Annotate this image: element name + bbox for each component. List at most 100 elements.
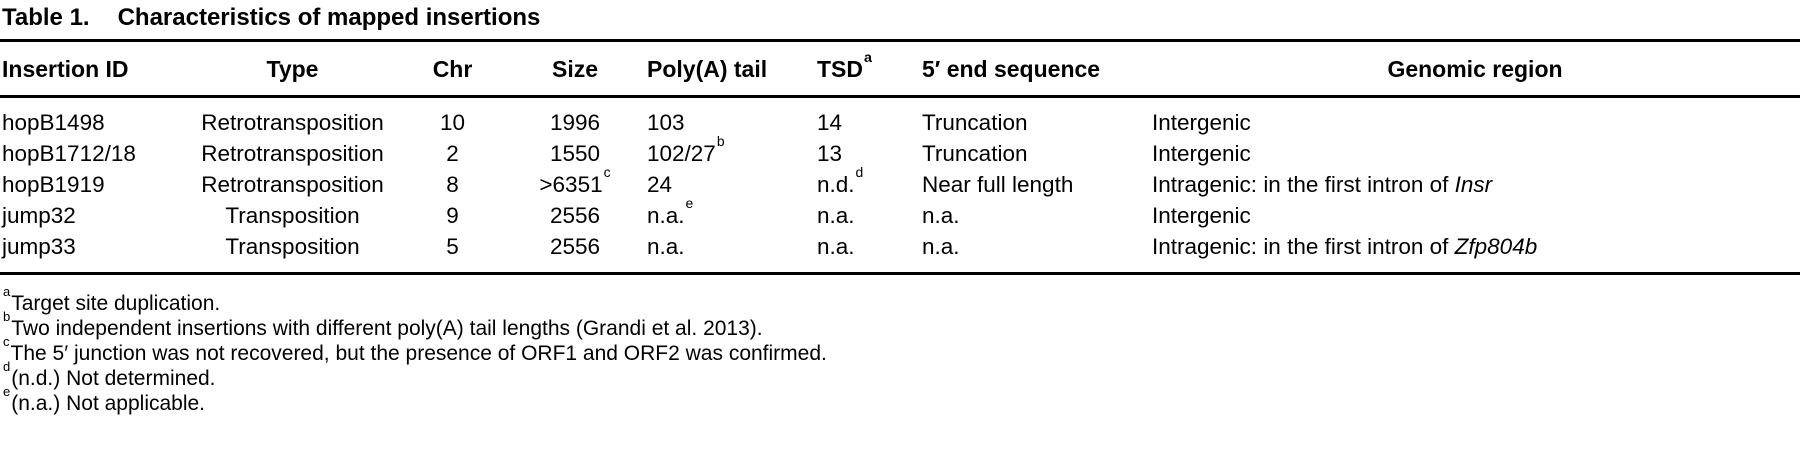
cell-text: Genomic region (1387, 56, 1563, 82)
table-cell: n.a. (920, 232, 1150, 274)
cell-text: 103 (647, 110, 685, 135)
footnote: aTarget site duplication. (2, 285, 1800, 316)
table-row: hopB1712/18 Retrotransposition 2 1550 102/27… (0, 134, 1800, 170)
cell-text: Insertion ID (2, 56, 129, 82)
table-label: Table 1. (2, 4, 90, 31)
column-header-5-end-sequence: 5′ end sequence (920, 40, 1150, 98)
footnote: bTwo independent insertions with differe… (2, 310, 1800, 341)
table-row: hopB1498 Retrotransposition 10 1996 103 14 Tru… (0, 97, 1800, 139)
cell-text: jump33 (2, 234, 76, 259)
table-cell: 13 (815, 139, 920, 170)
cell-text: n.a. (922, 203, 960, 228)
table-row: hopB1919 Retrotransposition 8 >6351c 24 n.d.d… (0, 165, 1800, 201)
footnote-marker: a (3, 284, 11, 300)
footnote: e(n.a.) Not applicable. (2, 385, 1800, 416)
cell-text: 8 (446, 172, 459, 197)
cell-text: jump32 (2, 203, 76, 228)
footnote-text: The 5′ junction was not recovered, but t… (10, 342, 827, 365)
cell-text: Intragenic: in the first intron of (1152, 172, 1455, 197)
table-title: Characteristics of mapped insertions (117, 4, 541, 31)
table-cell: Retrotransposition (185, 170, 400, 201)
footnote-text: Two independent insertions with differen… (11, 317, 763, 340)
header-row: Insertion ID Type Chr Size Poly(A) tail TSDa 5… (0, 40, 1800, 98)
table-cell: 2556 (505, 201, 645, 232)
table-row: jump32 Transposition 9 2556 n.a.e n.a. n.a. Int… (0, 196, 1800, 232)
column-header-insertion-id: Insertion ID (0, 40, 185, 98)
table-cell: Intergenic (1150, 97, 1800, 139)
cell-text: 5 (446, 234, 459, 259)
table-cell: n.d.d (815, 165, 920, 201)
cell-text: Near full length (922, 172, 1074, 197)
cell-text: Chr (432, 56, 473, 82)
table-cell: Transposition (185, 201, 400, 232)
cell-text: 5′ end sequence (922, 56, 1101, 82)
table-cell: hopB1498 (0, 97, 185, 139)
cell-text: Poly(A) tail (647, 56, 768, 82)
cell-text: Retrotransposition (201, 110, 384, 135)
table-cell: Intergenic (1150, 201, 1800, 232)
cell-text: n.a. (922, 234, 960, 259)
footnote-marker: b (3, 309, 11, 325)
table-cell: n.a.e (645, 196, 815, 232)
cell-text: n.a. (647, 203, 685, 228)
column-header-size: Size (505, 40, 645, 98)
table-cell: Truncation (920, 97, 1150, 139)
table-cell: n.a. (815, 232, 920, 274)
table-cell: Truncation (920, 139, 1150, 170)
table-header: Insertion ID Type Chr Size Poly(A) tail TSDa 5… (0, 40, 1800, 98)
table-cell: Transposition (185, 232, 400, 274)
table-cell: 14 (815, 97, 920, 139)
gene-name: Zfp804b (1454, 234, 1538, 259)
cell-text: Intergenic (1152, 110, 1251, 135)
table-cell: 102/27b (645, 134, 815, 170)
table-cell: Intergenic (1150, 139, 1800, 170)
cell-text: Transposition (225, 234, 360, 259)
table-row: jump33 Transposition 5 2556 n.a. n.a. n.a. Intr… (0, 232, 1800, 274)
footnote-marker: a (864, 49, 872, 66)
table-cell: n.a. (920, 201, 1150, 232)
cell-text: Retrotransposition (201, 141, 384, 166)
cell-text: 1550 (549, 141, 601, 166)
cell-text: Type (266, 56, 319, 82)
gene-name: Insr (1454, 172, 1493, 197)
footnote-marker: e (685, 195, 694, 212)
cell-text: 2 (446, 141, 459, 166)
table-cell: jump32 (0, 201, 185, 232)
cell-text: hopB1919 (2, 172, 105, 197)
cell-text: 14 (817, 110, 843, 135)
column-header-genomic-region: Genomic region (1150, 40, 1800, 98)
table-cell: Retrotransposition (185, 97, 400, 139)
cell-text: 13 (817, 141, 843, 166)
table-cell: hopB1919 (0, 170, 185, 201)
footnote-marker: c (3, 334, 10, 350)
insertions-table: Insertion ID Type Chr Size Poly(A) tail TSDa 5… (0, 39, 1800, 275)
table-cell: Intragenic: in the first intron of Zfp80… (1150, 232, 1800, 274)
cell-text: hopB1712/18 (2, 141, 136, 166)
table-cell: hopB1712/18 (0, 139, 185, 170)
cell-text: Truncation (922, 110, 1028, 135)
footnote: cThe 5′ junction was not recovered, but … (2, 335, 1800, 366)
cell-text: n.d. (817, 172, 855, 197)
footnote-marker: c (603, 164, 611, 181)
footnote-marker: d (3, 359, 11, 375)
cell-text: n.a. (817, 203, 855, 228)
cell-text: Size (551, 56, 599, 82)
table-cell: 2556 (505, 232, 645, 274)
cell-text: TSD (817, 56, 863, 82)
table-cell: 9 (400, 201, 505, 232)
cell-text: >6351 (539, 172, 603, 197)
cell-text: 9 (446, 203, 459, 228)
cell-text: 102/27 (647, 141, 716, 166)
footnote-marker: d (855, 164, 864, 181)
column-header-type: Type (185, 40, 400, 98)
footnote-text: Target site duplication. (11, 292, 221, 315)
table-cell: >6351c (505, 165, 645, 201)
cell-text: hopB1498 (2, 110, 105, 135)
table-cell: Intragenic: in the first intron of Insr (1150, 170, 1800, 201)
table-cell: 103 (645, 97, 815, 139)
table-cell: 2 (400, 139, 505, 170)
table-cell: 8 (400, 170, 505, 201)
paper-table-figure: Table 1. Characteristics of mapped insert… (0, 4, 1800, 416)
cell-text: Transposition (225, 203, 360, 228)
table-cell: 10 (400, 97, 505, 139)
